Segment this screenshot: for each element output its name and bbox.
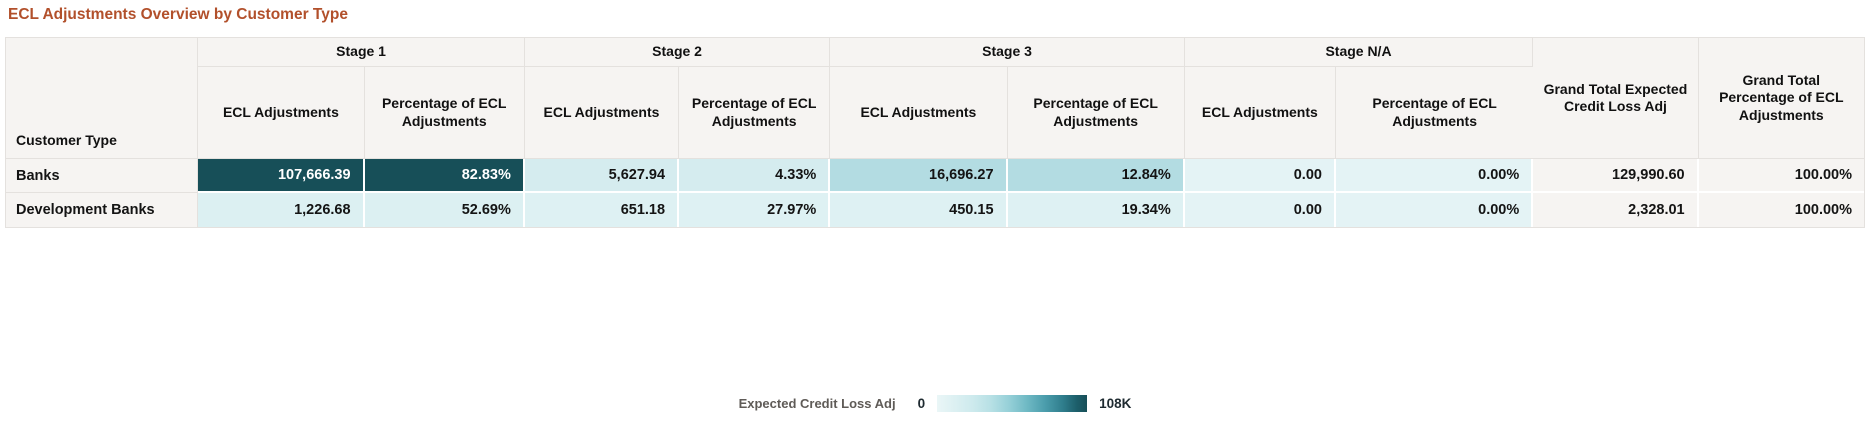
value-cell: 100.00%: [1698, 159, 1864, 193]
row-header-development-banks: Development Banks: [6, 193, 199, 227]
value-cell: 27.97%: [679, 193, 831, 227]
column-header-s1-pct: Percentage of ECL Adjustments: [364, 67, 525, 159]
value-cell: 19.34%: [1007, 193, 1185, 227]
pivot-table: Customer Type Stage 1 Stage 2 Stage 3 St…: [5, 37, 1865, 228]
color-legend: Expected Credit Loss Adj 0 108K: [0, 395, 1870, 412]
page-title: ECL Adjustments Overview by Customer Typ…: [8, 6, 348, 23]
table-row-development-banks: Development Banks 1,226.68 52.69% 651.18…: [6, 193, 1864, 227]
value-cell: 450.15: [830, 193, 1008, 227]
column-header-sna-ecl: ECL Adjustments: [1184, 67, 1336, 159]
value-cell: 52.69%: [364, 193, 525, 227]
value-cell: 12.84%: [1007, 159, 1185, 193]
value-cell: 16,696.27: [830, 159, 1008, 193]
column-group-header-row: Customer Type Stage 1 Stage 2 Stage 3 St…: [6, 38, 1864, 159]
legend-measure-label: Expected Credit Loss Adj: [738, 396, 896, 411]
pivot-table-container: Customer Type Stage 1 Stage 2 Stage 3 St…: [5, 37, 1865, 228]
value-cell: 1,226.68: [198, 193, 365, 227]
value-cell: 0.00: [1184, 193, 1336, 227]
column-group-stage-na: Stage N/A: [1184, 38, 1534, 67]
column-header-s3-pct: Percentage of ECL Adjustments: [1007, 67, 1185, 159]
value-cell: 82.83%: [364, 159, 525, 193]
legend-max-value: 108K: [1099, 396, 1132, 411]
value-cell: 100.00%: [1698, 193, 1864, 227]
column-header-s1-ecl: ECL Adjustments: [198, 67, 365, 159]
value-cell: 0.00%: [1335, 159, 1534, 193]
column-header-row: ECL Adjustments Percentage of ECL Adjust…: [6, 67, 1864, 159]
column-header-grand-total-pct: Grand Total Percentage of ECL Adjustment…: [1698, 38, 1864, 159]
column-header-sna-pct: Percentage of ECL Adjustments: [1335, 67, 1534, 159]
value-cell: 107,666.39: [198, 159, 365, 193]
value-cell: 129,990.60: [1533, 159, 1699, 193]
value-cell: 651.18: [524, 193, 680, 227]
column-group-stage-2: Stage 2: [524, 38, 831, 67]
column-header-s3-ecl: ECL Adjustments: [830, 67, 1008, 159]
value-cell: 0.00%: [1335, 193, 1534, 227]
legend-gradient-bar: [937, 395, 1088, 412]
row-header-banks: Banks: [6, 159, 199, 193]
column-group-stage-1: Stage 1: [198, 38, 525, 67]
column-group-stage-3: Stage 3: [830, 38, 1185, 67]
legend-min-value: 0: [917, 396, 926, 411]
column-header-s2-pct: Percentage of ECL Adjustments: [679, 67, 831, 159]
column-header-grand-total-ecl: Grand Total Expected Credit Loss Adj: [1533, 38, 1699, 159]
value-cell: 0.00: [1184, 159, 1336, 193]
value-cell: 5,627.94: [524, 159, 680, 193]
value-cell: 4.33%: [679, 159, 831, 193]
value-cell: 2,328.01: [1533, 193, 1699, 227]
table-row-banks: Banks 107,666.39 82.83% 5,627.94 4.33% 1…: [6, 159, 1864, 193]
column-header-s2-ecl: ECL Adjustments: [524, 67, 680, 159]
customer-type-header: Customer Type: [6, 38, 199, 159]
